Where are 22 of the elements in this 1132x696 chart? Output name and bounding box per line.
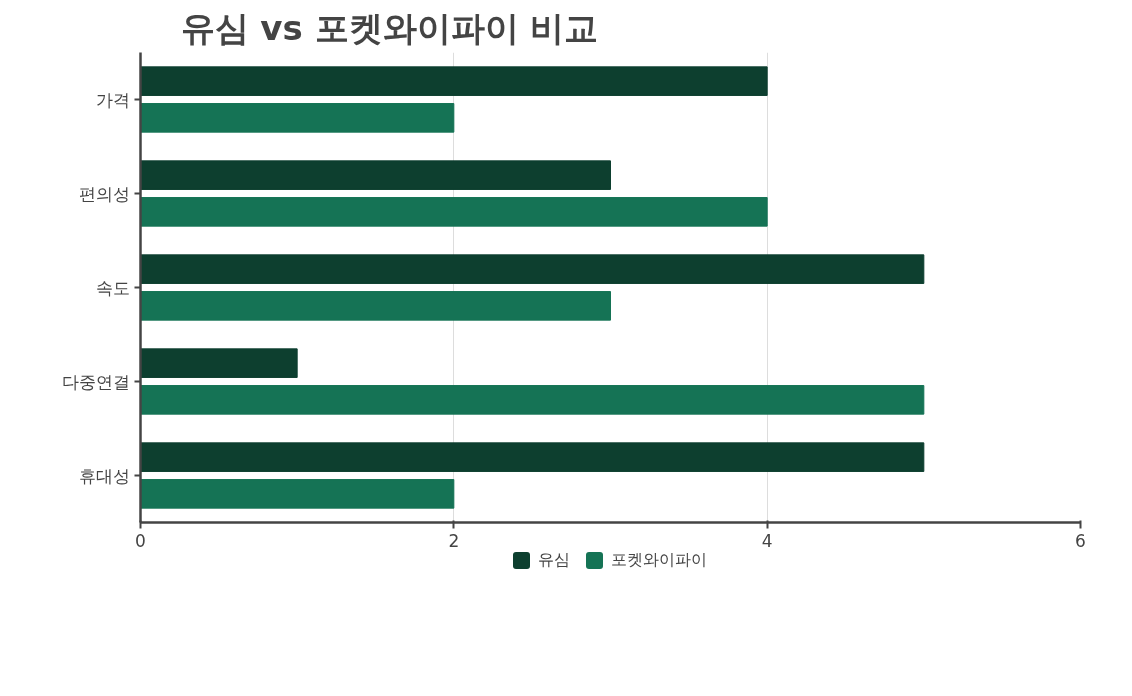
bar <box>140 348 298 378</box>
chart-title: 유심 vs 포켓와이파이 비교 <box>180 7 599 48</box>
y-tick-label: 가격 <box>95 89 130 110</box>
y-tick-label: 다중연결 <box>61 371 130 392</box>
x-tick-label: 6 <box>1075 530 1086 551</box>
x-tick-label: 0 <box>135 530 146 551</box>
x-tick-label: 4 <box>761 530 773 551</box>
legend-label: 유심 <box>538 549 570 571</box>
x-tick-label: 2 <box>448 530 460 551</box>
bar <box>140 160 611 190</box>
bar <box>140 385 925 415</box>
bar <box>140 66 768 96</box>
bar <box>140 197 768 227</box>
bar <box>140 442 925 472</box>
y-tick-label: 휴대성 <box>78 465 130 486</box>
bar <box>140 479 455 509</box>
bar <box>140 291 611 321</box>
bar <box>140 103 455 133</box>
legend-label: 포켓와이파이 <box>611 549 707 571</box>
y-tick-label: 속도 <box>95 277 130 298</box>
y-tick-label: 편의성 <box>78 183 130 204</box>
bar <box>140 254 925 284</box>
